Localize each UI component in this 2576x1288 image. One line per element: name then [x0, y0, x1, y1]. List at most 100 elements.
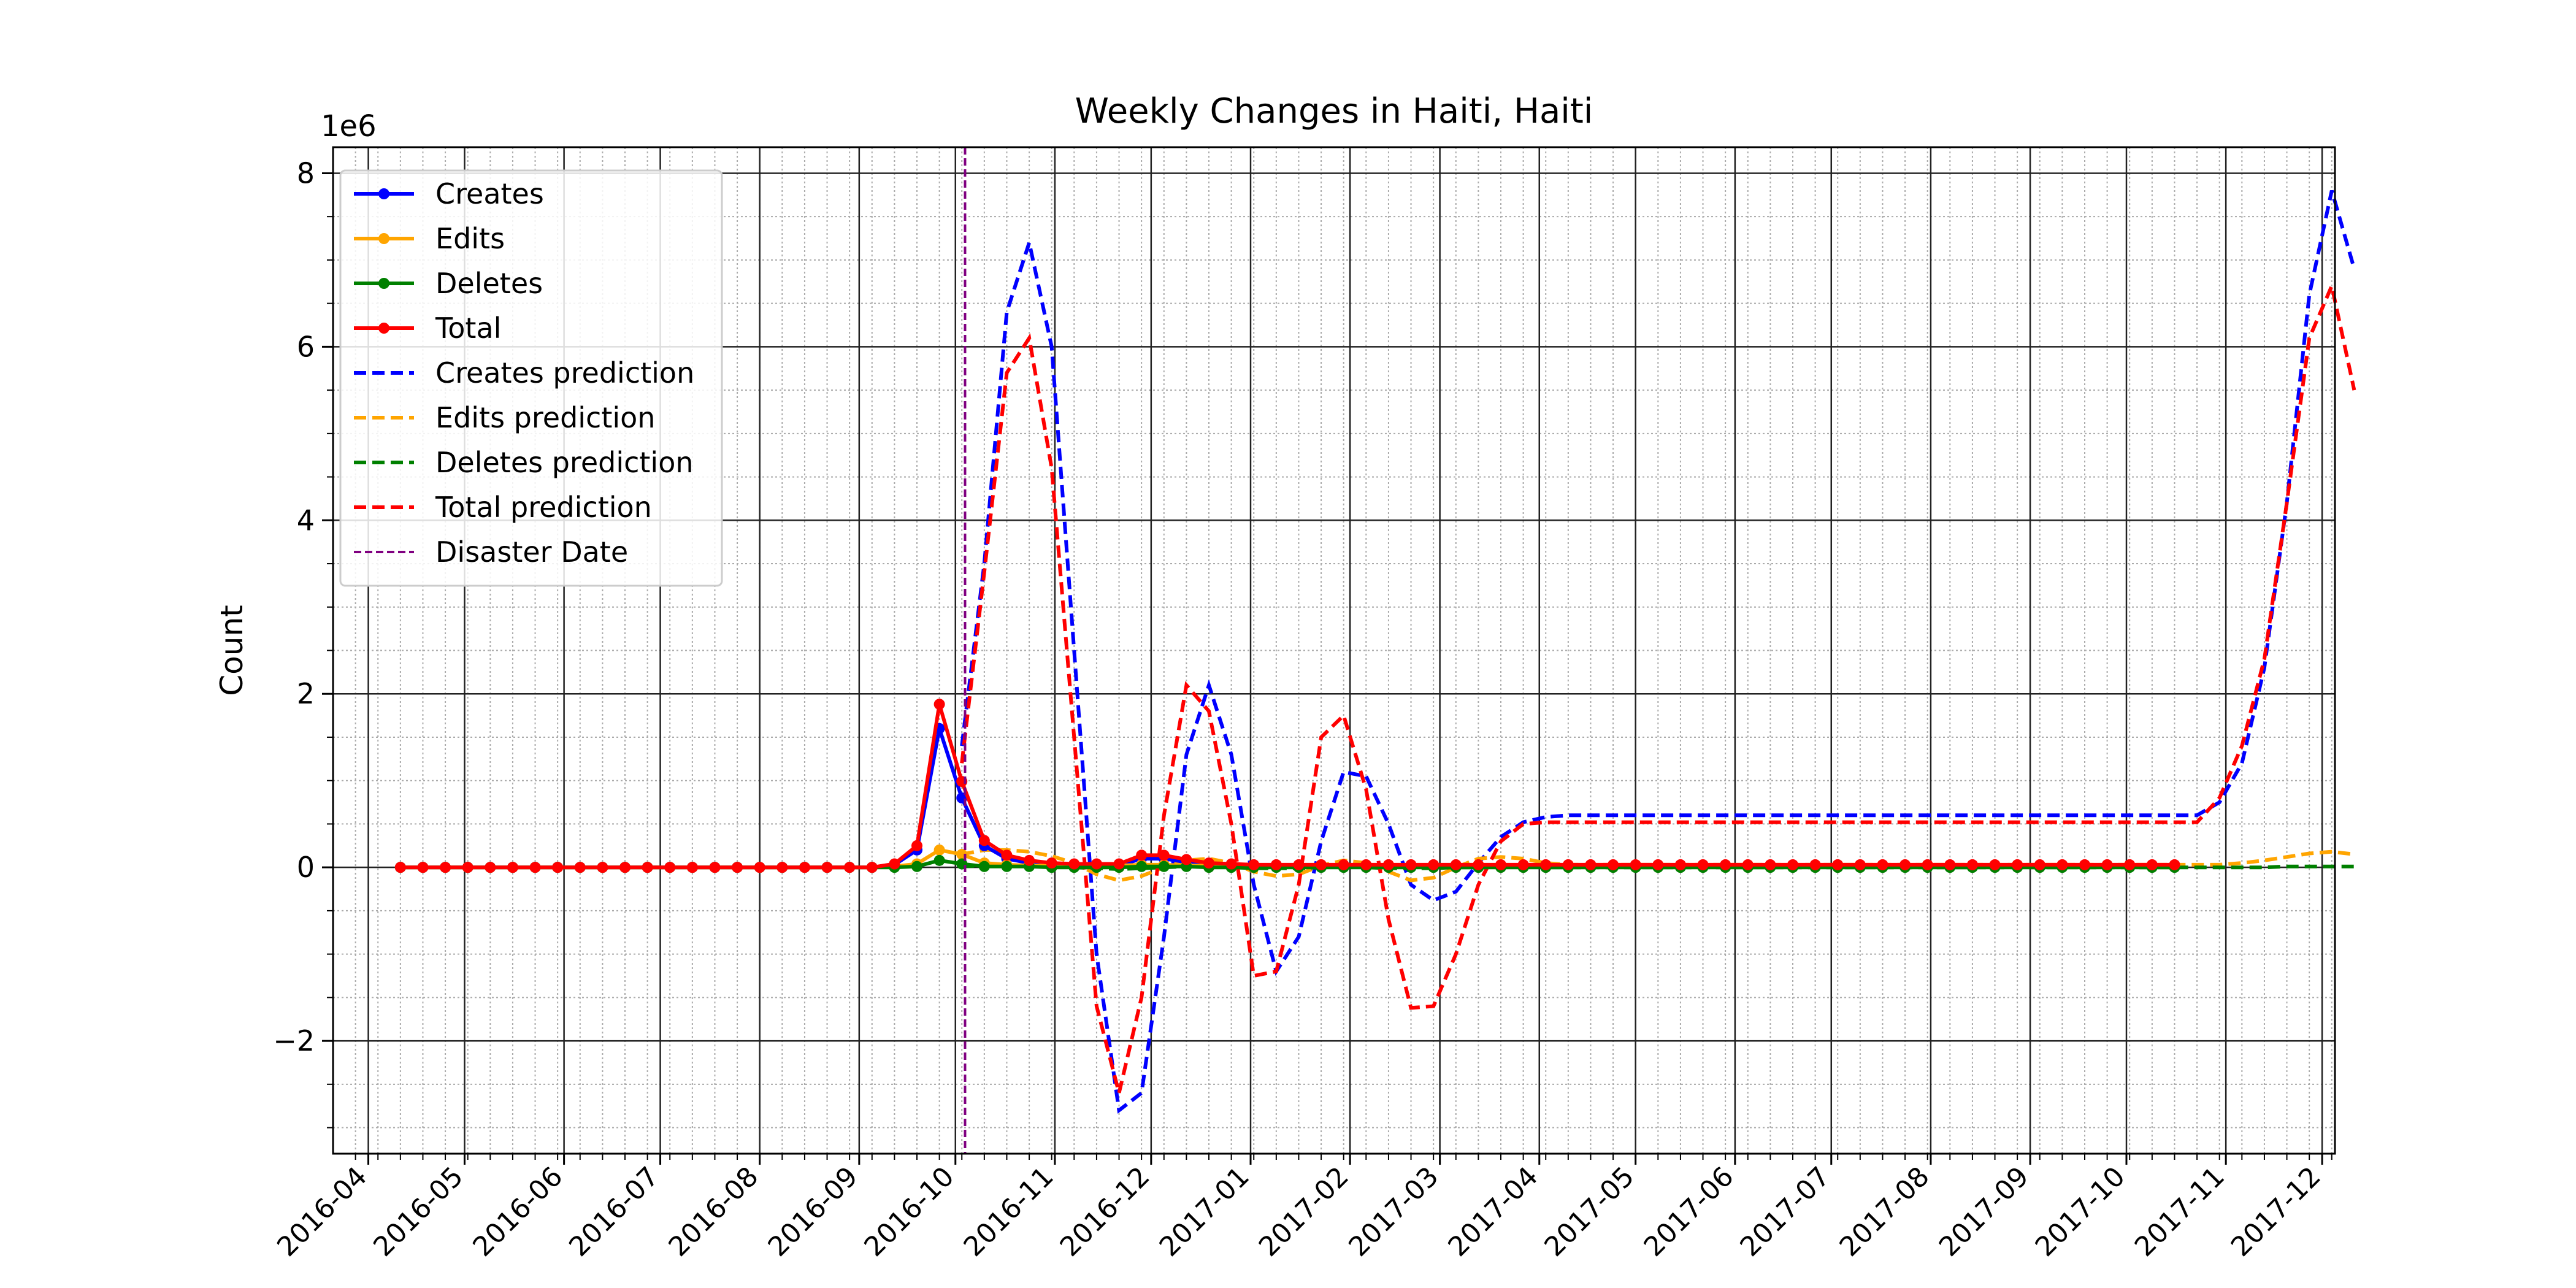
y-axis-offset-label: 1e6: [321, 109, 377, 144]
data-point: [485, 862, 496, 873]
y-tick-label: 6: [297, 330, 315, 363]
data-point: [1338, 859, 1349, 870]
data-point: [2034, 859, 2045, 870]
data-point: [1405, 859, 1417, 870]
legend-label: Total: [435, 312, 501, 345]
data-point: [2169, 859, 2180, 870]
data-point: [911, 840, 922, 851]
series-layer: [394, 147, 2356, 1154]
legend-marker: [378, 233, 389, 244]
chart-title: Weekly Changes in Haiti, Haiti: [1075, 91, 1593, 131]
data-point: [799, 862, 810, 873]
legend-label: Disaster Date: [435, 535, 628, 569]
data-point: [1473, 859, 1484, 870]
data-point: [1270, 859, 1282, 870]
data-point: [1316, 859, 1327, 870]
y-tick-label: 4: [297, 504, 315, 537]
data-point: [1203, 857, 1214, 869]
data-point: [1540, 859, 1552, 870]
data-point: [889, 858, 900, 870]
legend-label: Edits prediction: [435, 401, 655, 434]
data-point: [1450, 859, 1462, 870]
data-point: [1697, 859, 1709, 870]
data-point: [1720, 859, 1731, 870]
data-point: [1922, 859, 1933, 870]
data-point: [1765, 859, 1776, 870]
data-point: [1024, 854, 1035, 866]
data-point: [1877, 859, 1888, 870]
data-point: [2079, 859, 2090, 870]
data-point: [462, 862, 473, 873]
series-total: [394, 699, 2180, 873]
major-grid: [333, 147, 2335, 1154]
data-point: [1293, 859, 1305, 870]
data-point: [1158, 861, 1170, 872]
data-point: [1966, 859, 1978, 870]
data-point: [1674, 859, 1686, 870]
data-point: [686, 862, 698, 873]
data-point: [1495, 859, 1506, 870]
legend: Creates Edits Deletes Total Creates predicti…: [339, 169, 723, 587]
data-point: [866, 862, 878, 873]
legend-label: Creates: [435, 177, 544, 210]
data-point: [1001, 849, 1013, 861]
data-point: [1630, 859, 1641, 870]
data-point: [2012, 859, 2023, 870]
data-point: [2101, 859, 2113, 870]
data-point: [1608, 859, 1619, 870]
data-point: [754, 862, 765, 873]
legend-item: Creates: [354, 177, 544, 210]
data-point: [1989, 859, 2001, 870]
data-point: [1158, 849, 1170, 861]
data-point: [911, 861, 922, 872]
data-point: [1181, 854, 1192, 865]
data-point: [1360, 859, 1372, 870]
legend-label: Deletes: [435, 267, 543, 300]
data-point: [2146, 859, 2158, 870]
legend-item: Total: [354, 312, 501, 345]
data-point: [821, 862, 833, 873]
data-point: [1382, 859, 1394, 870]
data-point: [1652, 859, 1664, 870]
data-point: [732, 862, 743, 873]
data-point: [1517, 859, 1529, 870]
legend-item: Disaster Date: [354, 535, 628, 569]
data-point: [1944, 859, 1956, 870]
legend-item: Creates prediction: [354, 356, 694, 389]
data-point: [1248, 859, 1260, 870]
data-point: [1899, 859, 1911, 870]
data-point: [978, 835, 990, 846]
data-point: [1113, 858, 1125, 870]
data-point: [1428, 859, 1439, 870]
data-point: [933, 854, 945, 866]
data-point: [978, 861, 990, 872]
data-point: [574, 862, 586, 873]
data-point: [619, 862, 631, 873]
legend-label: Edits: [435, 222, 505, 255]
data-point: [664, 862, 676, 873]
data-point: [597, 862, 608, 873]
data-point: [1787, 859, 1798, 870]
data-point: [1742, 859, 1754, 870]
legend-label: Deletes prediction: [435, 446, 694, 479]
data-point: [1225, 858, 1237, 870]
data-point: [552, 862, 564, 873]
data-point: [844, 862, 856, 873]
data-point: [1832, 859, 1844, 870]
legend-item: Total prediction: [354, 491, 652, 524]
data-point: [2124, 859, 2136, 870]
legend-label: Total prediction: [435, 491, 652, 524]
data-point: [642, 862, 653, 873]
data-point: [1136, 861, 1148, 872]
prediction-line-creates-prediction: [960, 190, 2356, 1114]
legend-marker: [378, 323, 389, 334]
data-point: [529, 862, 541, 873]
y-axis-label: Count: [214, 605, 250, 696]
y-tick-label: 2: [297, 677, 315, 710]
data-point: [417, 862, 429, 873]
data-point: [1809, 859, 1821, 870]
legend-item: Edits prediction: [354, 401, 655, 434]
legend-item: Deletes prediction: [354, 446, 694, 479]
legend-item: Edits: [354, 222, 505, 255]
